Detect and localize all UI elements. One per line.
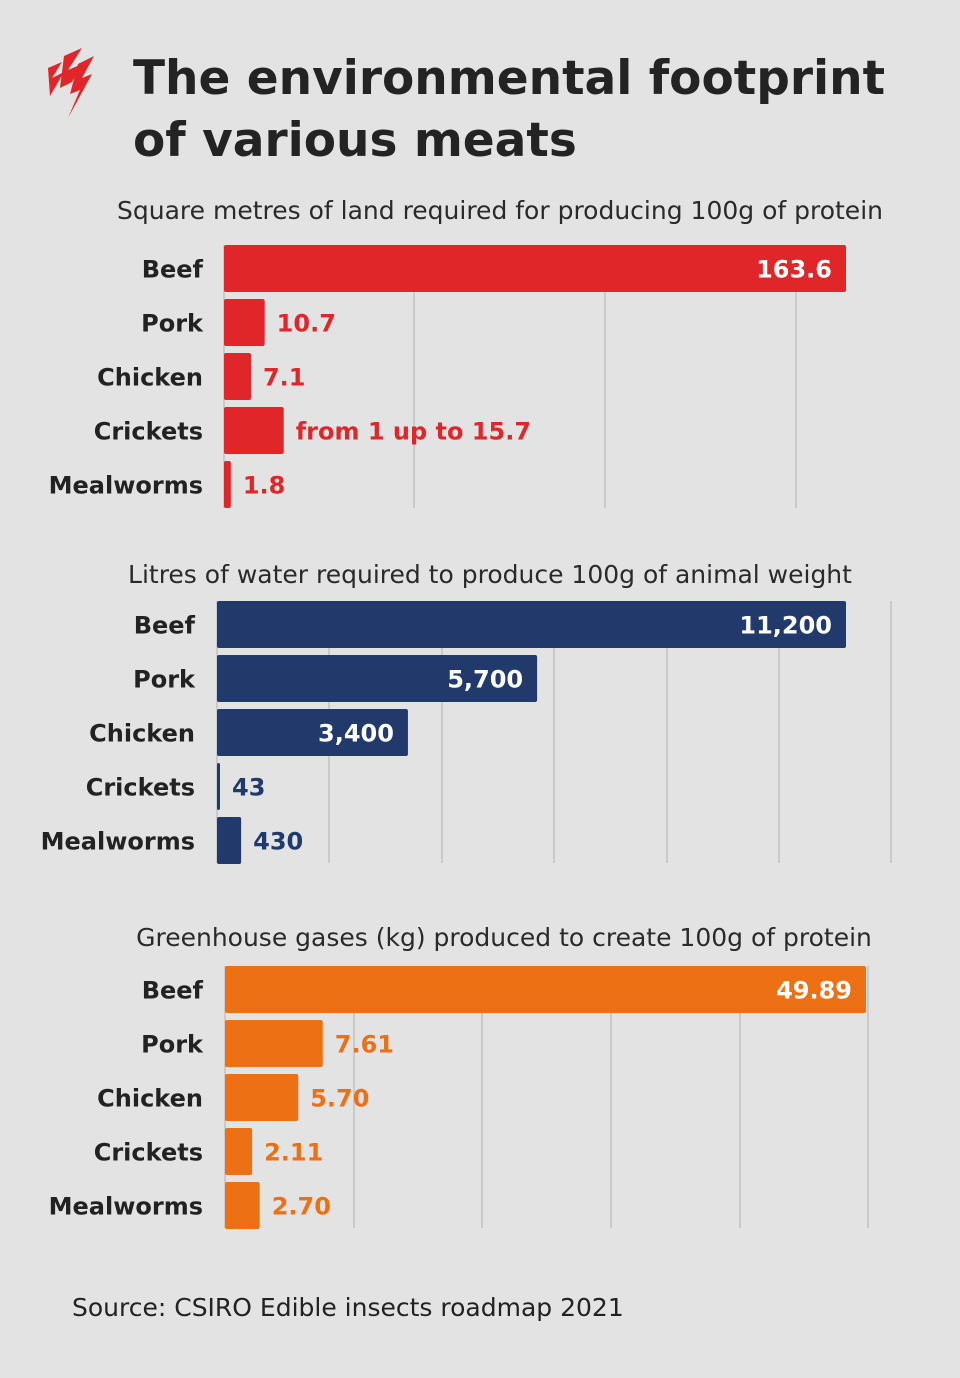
value-label-chicken: 7.1 (263, 364, 306, 392)
category-label-chicken: Chicken (97, 364, 203, 392)
category-label-chicken: Chicken (89, 720, 195, 748)
value-label-chicken: 5.70 (310, 1085, 369, 1113)
value-label-beef: 163.6 (756, 256, 832, 284)
sbs-wave-logo-icon (48, 48, 94, 118)
bar-chicken (224, 353, 251, 400)
category-label-pork: Pork (141, 1031, 204, 1059)
chart-subtitle: Litres of water required to produce 100g… (128, 560, 852, 589)
category-label-pork: Pork (141, 310, 204, 338)
category-label-pork: Pork (133, 666, 196, 694)
value-label-beef: 49.89 (776, 977, 852, 1005)
value-label-pork: 7.61 (335, 1031, 394, 1059)
bar-mealworms (224, 461, 231, 508)
page-title: The environmental footprint of various m… (133, 51, 886, 168)
bar-chicken (225, 1074, 299, 1121)
source-note: Source: CSIRO Edible insects roadmap 202… (72, 1293, 624, 1322)
category-label-mealworms: Mealworms (49, 1193, 203, 1221)
bar-mealworms (225, 1182, 260, 1229)
bar-crickets (217, 763, 220, 810)
value-label-mealworms: 2.70 (272, 1193, 331, 1221)
category-label-beef: Beef (134, 612, 196, 640)
category-label-chicken: Chicken (97, 1085, 203, 1113)
value-label-mealworms: 430 (253, 828, 303, 856)
value-label-pork: 5,700 (447, 666, 523, 694)
bar-mealworms (217, 817, 242, 864)
category-label-crickets: Crickets (86, 774, 195, 802)
category-label-beef: Beef (142, 256, 204, 284)
chart-subtitle: Square metres of land required for produ… (117, 196, 883, 225)
bar-beef (225, 966, 866, 1013)
greenhouse-gas-chart: Greenhouse gases (kg) produced to create… (49, 923, 872, 1229)
land-use-chart: Square metres of land required for produ… (49, 196, 883, 508)
value-label-crickets: 2.11 (264, 1139, 323, 1167)
category-label-crickets: Crickets (94, 418, 203, 446)
chart-subtitle: Greenhouse gases (kg) produced to create… (136, 923, 872, 952)
category-label-beef: Beef (142, 977, 204, 1005)
value-label-chicken: 3,400 (318, 720, 394, 748)
bar-crickets (224, 407, 284, 454)
bar-beef (217, 601, 846, 648)
bar-pork (225, 1020, 323, 1067)
category-label-crickets: Crickets (94, 1139, 203, 1167)
bar-pork (224, 299, 265, 346)
bar-pork (217, 655, 538, 702)
category-label-mealworms: Mealworms (41, 828, 195, 856)
value-label-pork: 10.7 (277, 310, 336, 338)
value-label-crickets: 43 (232, 774, 265, 802)
bar-beef (224, 245, 846, 292)
category-label-mealworms: Mealworms (49, 472, 203, 500)
water-use-chart: Litres of water required to produce 100g… (41, 560, 892, 864)
value-label-crickets: from 1 up to 15.7 (296, 418, 531, 446)
value-label-beef: 11,200 (739, 612, 832, 640)
bar-chicken (217, 709, 408, 756)
value-label-mealworms: 1.8 (243, 472, 286, 500)
bar-crickets (225, 1128, 253, 1175)
